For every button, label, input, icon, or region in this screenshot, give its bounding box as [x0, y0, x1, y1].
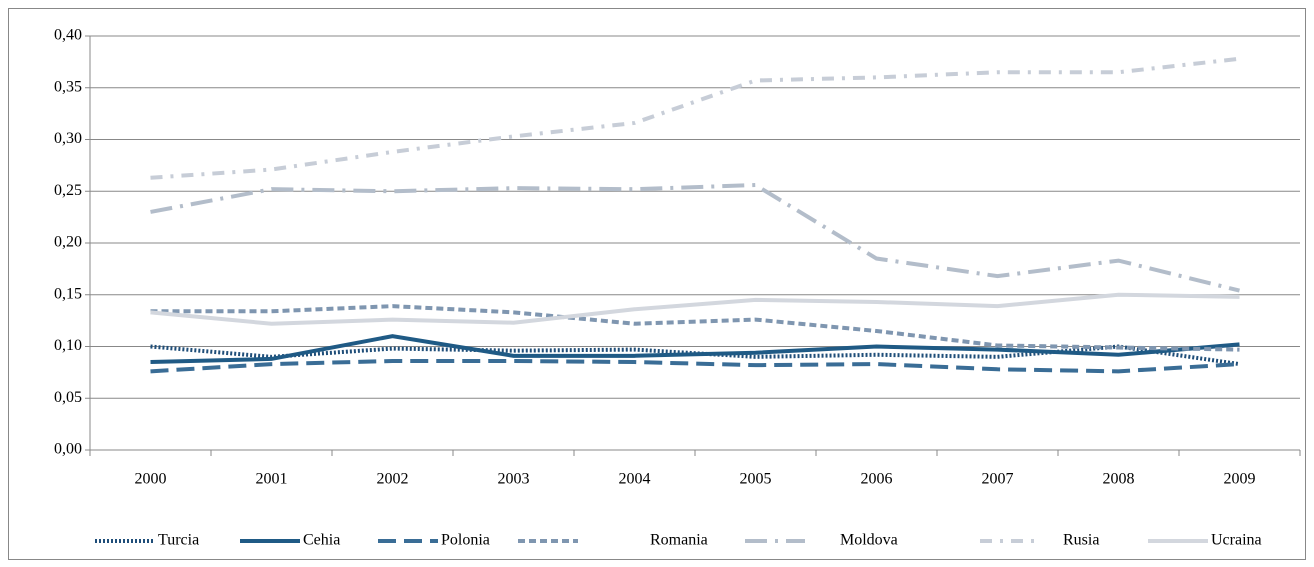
legend-label: Moldova	[840, 532, 898, 549]
x-tick-label: 2005	[740, 471, 772, 488]
y-tick-label: 0,35	[54, 78, 82, 95]
y-tick-label: 0,15	[54, 285, 82, 302]
y-tick-label: 0,30	[54, 130, 82, 147]
series-line	[150, 334, 1240, 365]
legend-label: Turcia	[158, 532, 199, 549]
y-tick-label: 0,25	[54, 182, 82, 199]
x-tick-label: 2003	[498, 471, 530, 488]
chart-frame	[8, 8, 1306, 560]
legend-label: Romania	[650, 532, 708, 549]
y-tick-label: 0,20	[54, 234, 82, 251]
legend-label: Ucraina	[1211, 532, 1262, 549]
x-tick-label: 2008	[1103, 471, 1135, 488]
series-line	[150, 292, 1240, 326]
x-tick-label: 2006	[861, 471, 893, 488]
y-tick-label: 0,00	[54, 441, 82, 458]
legend-label: Polonia	[441, 532, 490, 549]
y-tick-label: 0,40	[54, 27, 82, 44]
x-tick-label: 2001	[256, 471, 288, 488]
legend-label: Rusia	[1063, 532, 1099, 549]
series-line	[150, 183, 1240, 293]
legend-label: Cehia	[303, 532, 340, 549]
x-tick-label: 2007	[982, 471, 1014, 488]
series-line	[150, 304, 1240, 352]
y-tick-label: 0,10	[54, 337, 82, 354]
y-tick-label: 0,05	[54, 389, 82, 406]
x-tick-label: 2002	[377, 471, 409, 488]
x-tick-label: 2009	[1224, 471, 1256, 488]
x-tick-label: 2000	[135, 471, 167, 488]
x-tick-label: 2004	[619, 471, 651, 488]
